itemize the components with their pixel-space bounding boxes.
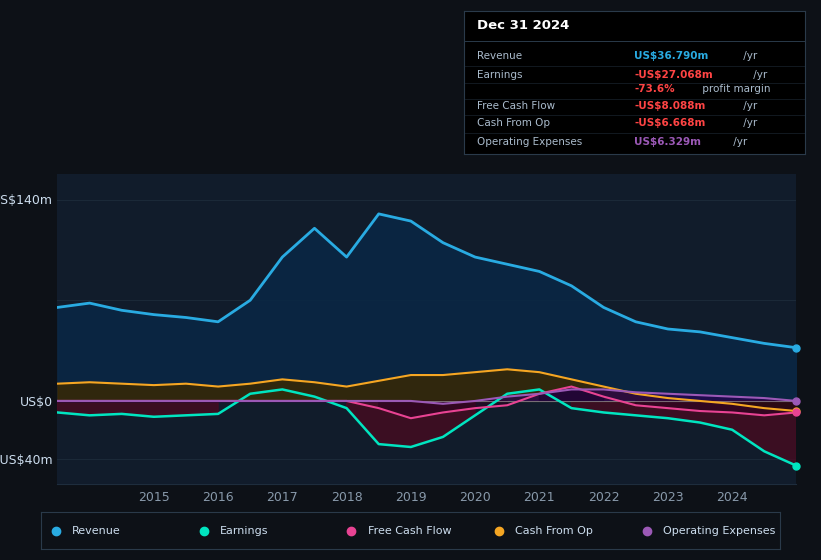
Text: /yr: /yr xyxy=(740,118,757,128)
Text: /yr: /yr xyxy=(750,70,768,80)
Text: -73.6%: -73.6% xyxy=(635,84,675,94)
Text: /yr: /yr xyxy=(740,101,757,111)
Text: Cash From Op: Cash From Op xyxy=(516,526,594,535)
Text: Revenue: Revenue xyxy=(478,51,523,61)
Text: Revenue: Revenue xyxy=(72,526,121,535)
Text: Operating Expenses: Operating Expenses xyxy=(478,137,583,147)
Text: Free Cash Flow: Free Cash Flow xyxy=(478,101,556,111)
Text: Operating Expenses: Operating Expenses xyxy=(663,526,776,535)
Text: Earnings: Earnings xyxy=(220,526,268,535)
Text: -US$8.088m: -US$8.088m xyxy=(635,101,705,111)
Text: Dec 31 2024: Dec 31 2024 xyxy=(478,19,570,32)
Text: /yr: /yr xyxy=(740,51,757,61)
Text: -US$6.668m: -US$6.668m xyxy=(635,118,705,128)
Text: Earnings: Earnings xyxy=(478,70,523,80)
Text: -US$27.068m: -US$27.068m xyxy=(635,70,713,80)
Text: /yr: /yr xyxy=(730,137,747,147)
Text: US$6.329m: US$6.329m xyxy=(635,137,701,147)
Text: Cash From Op: Cash From Op xyxy=(478,118,551,128)
Text: profit margin: profit margin xyxy=(699,84,770,94)
Text: Free Cash Flow: Free Cash Flow xyxy=(368,526,452,535)
Text: US$36.790m: US$36.790m xyxy=(635,51,709,61)
